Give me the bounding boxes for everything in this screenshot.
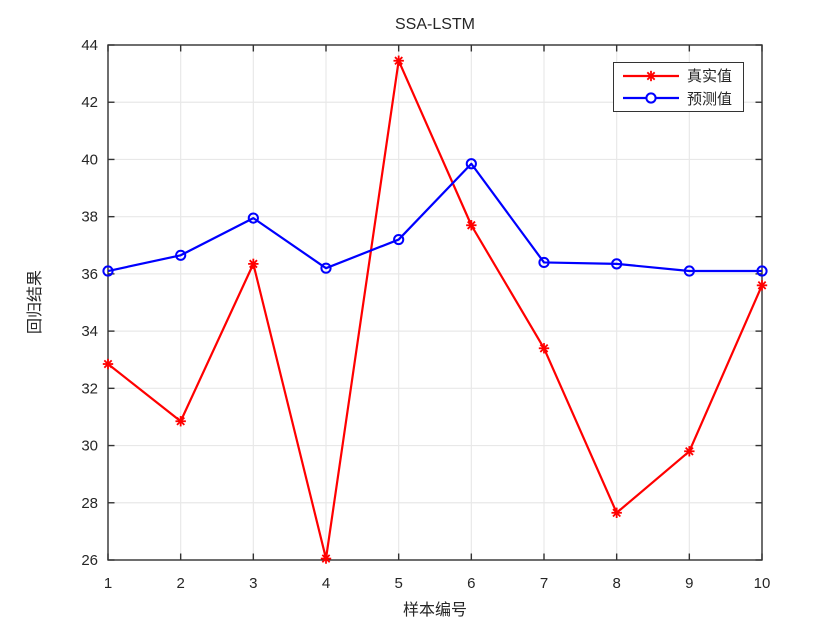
svg-text:6: 6	[467, 575, 475, 592]
svg-text:44: 44	[81, 37, 98, 54]
svg-text:26: 26	[81, 552, 98, 569]
grid	[107, 44, 763, 561]
svg-text:2: 2	[176, 575, 184, 592]
series-line-0	[107, 59, 764, 560]
tick-marks	[107, 44, 763, 561]
series-真实值	[102, 55, 768, 564]
series-预测值	[102, 158, 768, 277]
svg-text:42: 42	[81, 94, 98, 111]
y-axis-label: 回归结果	[27, 269, 44, 335]
svg-text:4: 4	[322, 575, 330, 592]
legend: 真实值 预测值	[613, 62, 744, 112]
legend-item-actual: 真实值	[622, 66, 743, 86]
svg-text:5: 5	[394, 575, 402, 592]
svg-text:8: 8	[612, 575, 620, 592]
legend-sample-line-asterisk-icon	[623, 70, 679, 81]
svg-text:1: 1	[104, 575, 112, 592]
x-axis-label: 样本编号	[402, 602, 467, 619]
svg-text:30: 30	[81, 438, 98, 455]
series-markers-1	[102, 158, 768, 277]
svg-text:28: 28	[81, 495, 98, 512]
svg-text:9: 9	[685, 575, 693, 592]
legend-sample-line-circle-icon	[623, 92, 679, 104]
svg-text:32: 32	[81, 380, 98, 397]
legend-label-predicted: 预测值	[687, 90, 733, 108]
series-line-1	[107, 162, 762, 273]
legend-label-actual: 真实值	[687, 68, 733, 86]
x-tick-labels: 1 2 3 4 5 6 7 8 9 10	[104, 575, 771, 592]
svg-text:10: 10	[754, 575, 771, 592]
svg-text:40: 40	[81, 151, 98, 168]
svg-text:36: 36	[81, 266, 98, 283]
series-markers-0	[102, 55, 768, 564]
chart-title: SSA-LSTM	[394, 16, 475, 33]
y-tick-labels: 26 28 30 32 34 36 38 40 42 44	[81, 37, 98, 569]
svg-text:7: 7	[540, 575, 548, 592]
svg-text:38: 38	[81, 209, 98, 226]
legend-item-predicted: 预测值	[622, 88, 743, 108]
axes-box	[107, 44, 763, 561]
svg-text:3: 3	[249, 575, 257, 592]
svg-text:34: 34	[81, 323, 98, 340]
